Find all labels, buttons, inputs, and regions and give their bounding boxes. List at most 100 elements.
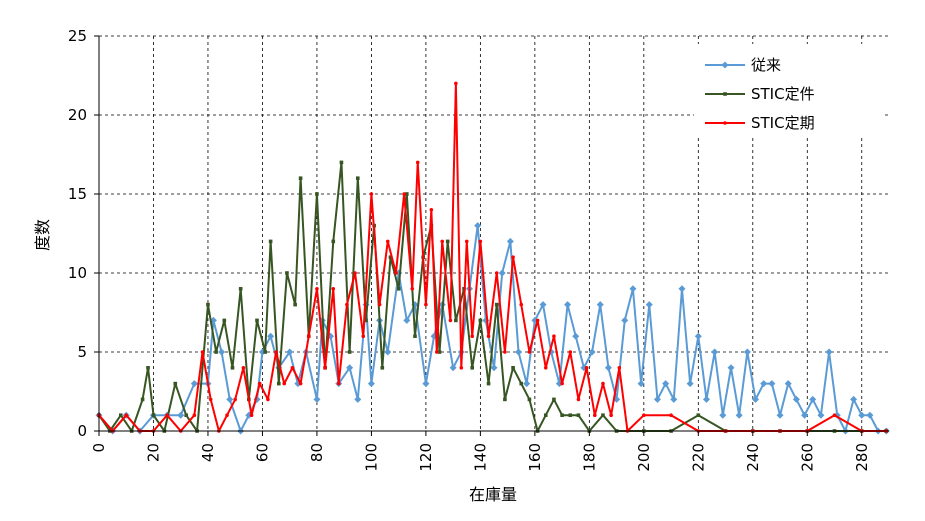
data-point xyxy=(572,332,580,340)
data-point xyxy=(313,395,321,403)
data-point xyxy=(222,318,227,323)
data-point xyxy=(454,318,458,323)
x-axis-label: 在庫量 xyxy=(469,485,517,504)
data-point xyxy=(519,381,524,386)
data-point xyxy=(177,411,185,419)
legend-label: STIC定件 xyxy=(751,85,815,103)
data-point xyxy=(584,366,589,370)
data-point xyxy=(331,287,336,291)
data-point xyxy=(592,413,597,418)
data-point xyxy=(306,334,311,339)
data-point xyxy=(396,287,401,291)
data-point xyxy=(696,413,701,417)
legend-marker xyxy=(721,61,729,69)
data-point xyxy=(298,176,303,180)
x-tick-label: 220 xyxy=(689,443,707,472)
data-point xyxy=(449,364,457,372)
data-point xyxy=(361,334,366,339)
x-tick-label: 40 xyxy=(199,443,217,462)
data-point xyxy=(402,192,406,196)
data-point xyxy=(267,332,275,340)
data-point xyxy=(511,366,515,370)
data-point xyxy=(184,413,188,417)
data-point xyxy=(448,318,453,323)
data-point xyxy=(440,239,445,244)
data-point xyxy=(331,239,336,244)
data-point xyxy=(850,395,858,403)
data-point xyxy=(424,302,428,307)
data-point xyxy=(535,318,540,323)
data-point xyxy=(474,222,482,230)
data-point xyxy=(413,334,417,338)
y-tick-label: 25 xyxy=(68,27,87,45)
data-point xyxy=(377,302,382,307)
x-tick-label: 180 xyxy=(580,443,598,472)
data-point xyxy=(165,413,169,418)
data-point xyxy=(494,302,499,307)
data-point xyxy=(276,381,281,386)
x-tick-label: 260 xyxy=(798,443,816,472)
data-point xyxy=(241,366,246,370)
data-point xyxy=(719,411,727,419)
data-point xyxy=(384,348,392,356)
y-tick-labels: 0 5 10 15 20 25 xyxy=(68,27,87,440)
data-point xyxy=(315,287,319,291)
data-point xyxy=(255,318,259,323)
data-point xyxy=(490,364,498,372)
data-point xyxy=(315,192,319,196)
data-point xyxy=(118,413,123,417)
data-point xyxy=(140,397,145,402)
legend: 従来 STIC定件 STIC定期 xyxy=(694,44,882,136)
legend-label: STIC定期 xyxy=(751,114,815,132)
x-tick-label: 160 xyxy=(526,443,544,472)
data-point xyxy=(339,160,344,165)
y-tick-label: 15 xyxy=(68,185,87,203)
y-axis-label: 度数 xyxy=(33,219,52,251)
data-point xyxy=(711,348,719,356)
data-point xyxy=(437,350,442,354)
data-point xyxy=(825,348,833,356)
data-point xyxy=(470,334,475,339)
data-point xyxy=(345,302,349,307)
data-point xyxy=(218,348,226,356)
data-point xyxy=(347,350,352,354)
data-point xyxy=(768,380,776,388)
data-point xyxy=(225,413,229,418)
data-point xyxy=(503,350,507,354)
data-point xyxy=(454,81,458,86)
data-point xyxy=(637,380,645,388)
data-point xyxy=(784,380,792,388)
data-point xyxy=(801,411,809,419)
data-point xyxy=(527,397,532,402)
data-point xyxy=(353,271,357,275)
data-point xyxy=(702,395,710,403)
data-point xyxy=(743,348,751,356)
data-point xyxy=(380,366,385,370)
data-point xyxy=(498,269,506,277)
legend-marker xyxy=(723,121,727,125)
data-point xyxy=(776,411,784,419)
data-point xyxy=(662,380,670,388)
data-point xyxy=(293,302,297,307)
data-point xyxy=(486,381,491,386)
data-point xyxy=(369,192,374,196)
data-point xyxy=(752,395,760,403)
data-point xyxy=(263,350,267,354)
data-point xyxy=(385,239,390,244)
data-point xyxy=(388,255,393,259)
data-point xyxy=(226,395,234,403)
data-point xyxy=(151,413,156,417)
data-point xyxy=(564,301,572,309)
data-point xyxy=(208,397,213,402)
data-point xyxy=(290,366,295,370)
data-point xyxy=(459,366,464,370)
data-point xyxy=(200,350,205,354)
legend-box xyxy=(694,44,882,136)
x-tick-label: 120 xyxy=(417,443,435,472)
data-point xyxy=(445,239,450,244)
data-point xyxy=(323,366,327,370)
data-point xyxy=(410,287,415,291)
data-point xyxy=(285,271,289,275)
data-point xyxy=(364,318,368,323)
